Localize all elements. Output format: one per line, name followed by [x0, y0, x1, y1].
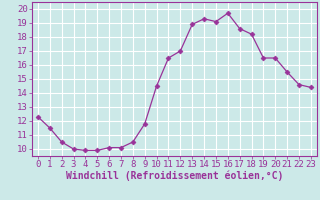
- X-axis label: Windchill (Refroidissement éolien,°C): Windchill (Refroidissement éolien,°C): [66, 171, 283, 181]
